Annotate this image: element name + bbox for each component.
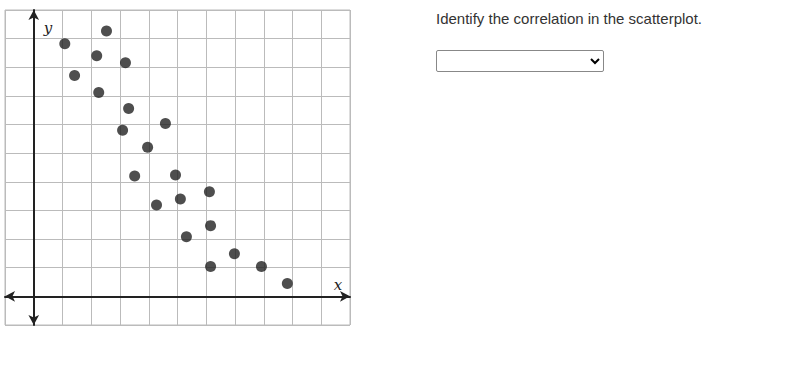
html-text:Identify the correlation in th: Identify the correlation in the scatterp… <box>436 10 702 27</box>
svg-text:x: x <box>334 276 343 294</box>
svg-text:y: y <box>43 19 53 37</box>
